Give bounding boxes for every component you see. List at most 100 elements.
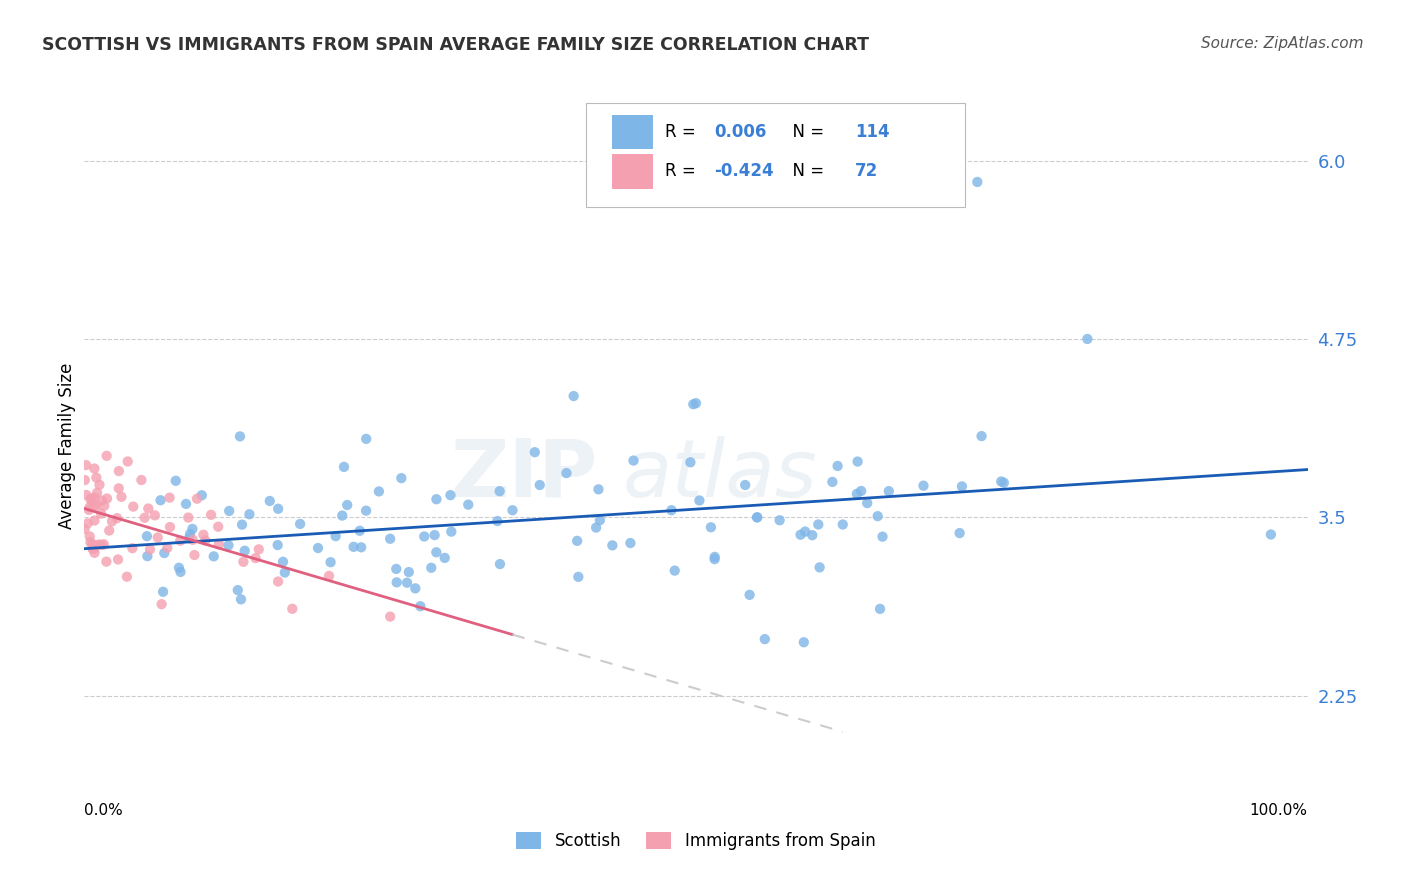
Point bbox=[845, 487, 868, 501]
Point bbox=[318, 569, 340, 583]
Point bbox=[990, 475, 1012, 489]
Point bbox=[831, 517, 853, 532]
Point bbox=[146, 531, 169, 545]
Text: 72: 72 bbox=[855, 162, 879, 180]
Point bbox=[846, 454, 869, 468]
Text: R =: R = bbox=[665, 123, 702, 141]
Point bbox=[589, 513, 612, 527]
Point bbox=[93, 499, 115, 513]
Point bbox=[179, 527, 201, 541]
Text: Source: ZipAtlas.com: Source: ZipAtlas.com bbox=[1201, 36, 1364, 51]
Point bbox=[768, 513, 790, 527]
Point bbox=[343, 540, 366, 554]
Point bbox=[152, 584, 174, 599]
Text: atlas: atlas bbox=[623, 435, 817, 514]
Point bbox=[169, 565, 191, 579]
Point bbox=[738, 588, 761, 602]
Point bbox=[98, 524, 121, 538]
Legend: Scottish, Immigrants from Spain: Scottish, Immigrants from Spain bbox=[508, 824, 884, 859]
Point bbox=[354, 503, 377, 517]
Text: 114: 114 bbox=[855, 123, 890, 141]
Point bbox=[101, 514, 124, 528]
Point bbox=[661, 503, 683, 517]
Point bbox=[107, 481, 129, 495]
Point bbox=[679, 455, 702, 469]
Point bbox=[789, 527, 811, 541]
Point bbox=[169, 533, 191, 548]
Point bbox=[619, 536, 641, 550]
Point bbox=[404, 582, 426, 596]
Point bbox=[588, 483, 610, 497]
Point bbox=[200, 508, 222, 522]
Point bbox=[754, 632, 776, 647]
Point bbox=[84, 498, 107, 512]
Point bbox=[177, 510, 200, 524]
Point bbox=[156, 541, 179, 555]
Point bbox=[73, 473, 96, 487]
Point bbox=[226, 583, 249, 598]
Point bbox=[89, 537, 111, 551]
Point bbox=[139, 542, 162, 557]
Point bbox=[585, 520, 607, 534]
Point bbox=[96, 555, 118, 569]
Point bbox=[330, 508, 353, 523]
Point bbox=[266, 538, 288, 552]
Point bbox=[136, 501, 159, 516]
Point bbox=[385, 575, 408, 590]
Point bbox=[664, 564, 686, 578]
FancyBboxPatch shape bbox=[586, 103, 965, 207]
Point bbox=[193, 527, 215, 541]
Point bbox=[562, 389, 585, 403]
Point bbox=[117, 454, 139, 468]
Point bbox=[567, 570, 589, 584]
Point bbox=[950, 479, 973, 493]
Point bbox=[502, 503, 524, 517]
Point bbox=[866, 509, 889, 524]
Point bbox=[79, 500, 101, 515]
Point bbox=[174, 497, 197, 511]
Point bbox=[75, 488, 97, 502]
Point bbox=[488, 484, 510, 499]
Point bbox=[602, 538, 624, 552]
Point bbox=[747, 510, 769, 524]
Point bbox=[167, 560, 190, 574]
Point bbox=[79, 529, 101, 543]
Point bbox=[79, 535, 101, 549]
Point bbox=[380, 532, 402, 546]
Point bbox=[122, 500, 145, 514]
Point bbox=[90, 507, 112, 521]
Point bbox=[413, 529, 436, 543]
Point bbox=[93, 537, 115, 551]
Point bbox=[389, 471, 412, 485]
Point bbox=[143, 508, 166, 523]
Point bbox=[949, 526, 972, 541]
Point bbox=[105, 511, 128, 525]
Point bbox=[121, 541, 143, 556]
Point bbox=[186, 491, 208, 506]
Point bbox=[233, 543, 256, 558]
Point bbox=[808, 560, 831, 574]
Text: N =: N = bbox=[782, 162, 830, 180]
Point bbox=[259, 494, 281, 508]
Point bbox=[77, 503, 100, 517]
Point bbox=[350, 541, 373, 555]
FancyBboxPatch shape bbox=[612, 153, 654, 189]
Point bbox=[149, 493, 172, 508]
Point bbox=[232, 555, 254, 569]
Point bbox=[682, 397, 704, 411]
Point bbox=[86, 470, 108, 484]
Point bbox=[82, 541, 104, 556]
Point bbox=[734, 478, 756, 492]
Text: R =: R = bbox=[665, 162, 702, 180]
Point bbox=[420, 561, 443, 575]
Point bbox=[433, 550, 456, 565]
Point bbox=[108, 464, 131, 478]
Point bbox=[110, 490, 132, 504]
Text: ZIP: ZIP bbox=[451, 435, 598, 514]
Point bbox=[267, 574, 290, 589]
Y-axis label: Average Family Size: Average Family Size bbox=[58, 363, 76, 529]
Point bbox=[136, 529, 159, 543]
Point bbox=[82, 538, 104, 552]
Point bbox=[1260, 527, 1282, 541]
Point bbox=[440, 524, 463, 539]
